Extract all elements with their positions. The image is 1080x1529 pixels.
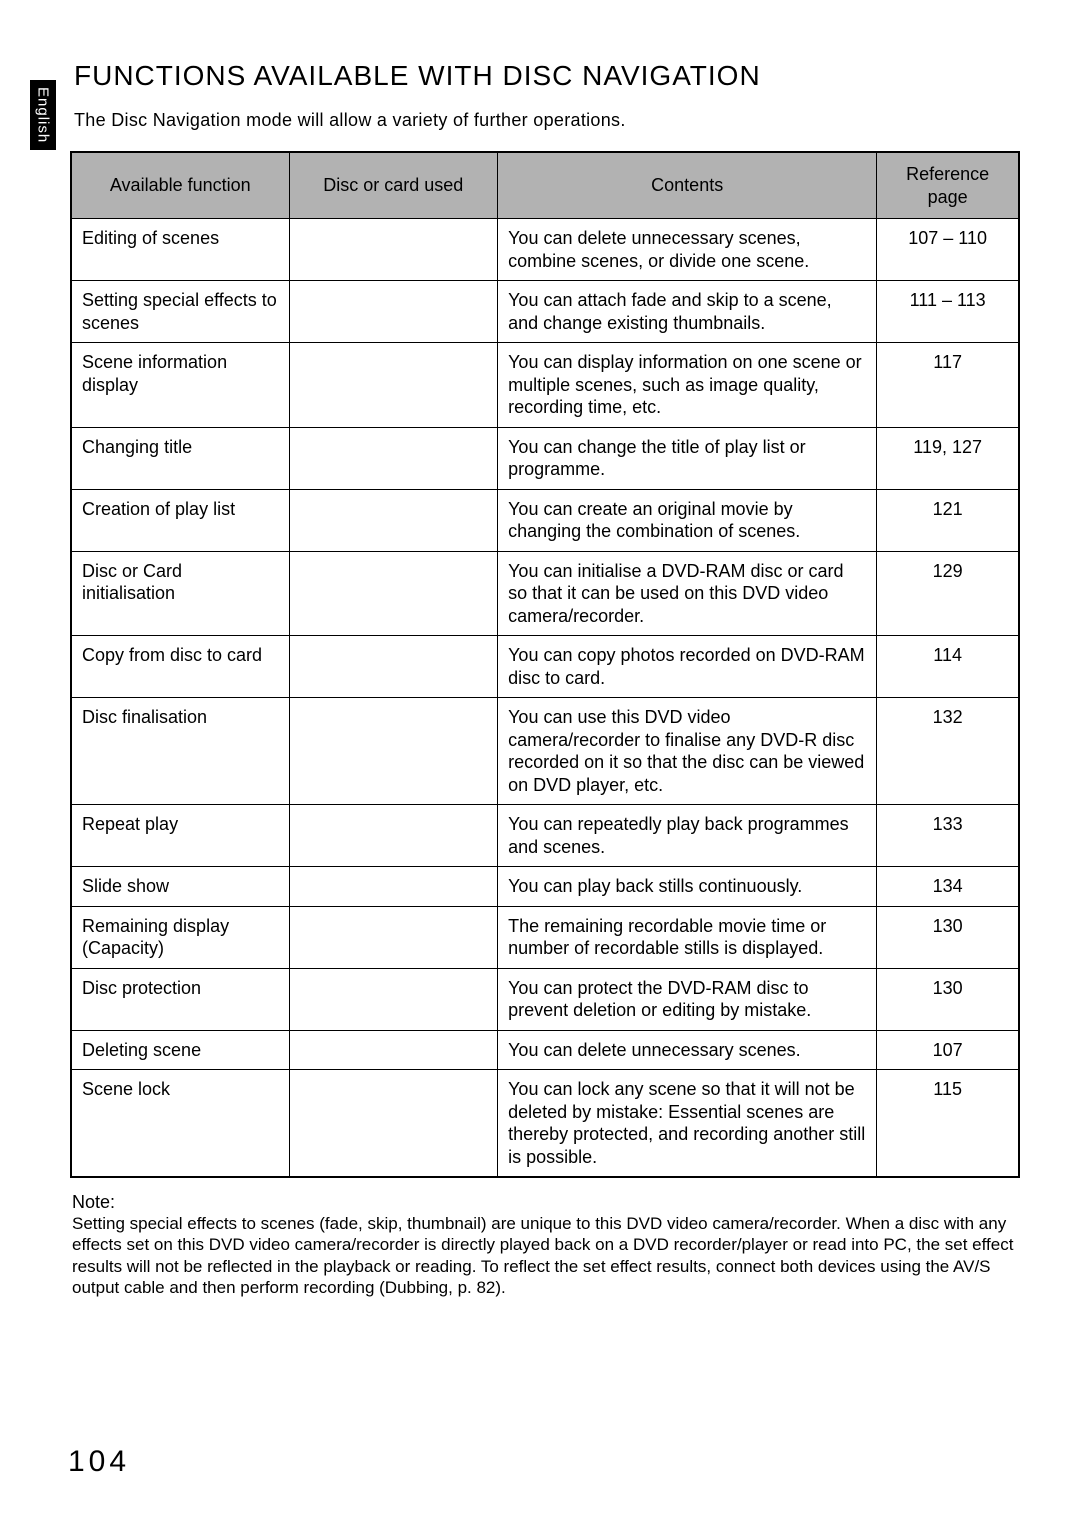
td-function: Disc protection bbox=[71, 968, 289, 1030]
td-contents: You can repeatedly play back programmes … bbox=[498, 805, 877, 867]
td-contents: You can create an original movie by chan… bbox=[498, 489, 877, 551]
td-media bbox=[289, 489, 498, 551]
td-contents: You can lock any scene so that it will n… bbox=[498, 1070, 877, 1178]
table-row: Disc protection You can protect the DVD-R… bbox=[71, 968, 1019, 1030]
td-reference: 133 bbox=[877, 805, 1019, 867]
language-tab: English bbox=[30, 80, 56, 150]
td-reference: 129 bbox=[877, 551, 1019, 636]
td-contents: You can display information on one scene… bbox=[498, 343, 877, 428]
td-contents: You can use this DVD video camera/record… bbox=[498, 698, 877, 805]
td-media bbox=[289, 427, 498, 489]
td-contents: You can copy photos recorded on DVD-RAM … bbox=[498, 636, 877, 698]
td-media bbox=[289, 906, 498, 968]
table-row: Slide show You can play back stills conti… bbox=[71, 867, 1019, 907]
th-function: Available function bbox=[71, 152, 289, 219]
table-row: Setting special effects to scenes You can… bbox=[71, 281, 1019, 343]
td-reference: 107 – 110 bbox=[877, 219, 1019, 281]
td-media bbox=[289, 219, 498, 281]
td-contents: You can attach fade and skip to a scene,… bbox=[498, 281, 877, 343]
td-media bbox=[289, 968, 498, 1030]
td-function: Changing title bbox=[71, 427, 289, 489]
table-row: Remaining display (Capacity) The remainin… bbox=[71, 906, 1019, 968]
td-media bbox=[289, 698, 498, 805]
td-reference: 132 bbox=[877, 698, 1019, 805]
td-function: Repeat play bbox=[71, 805, 289, 867]
td-contents: The remaining recordable movie time or n… bbox=[498, 906, 877, 968]
td-media bbox=[289, 636, 498, 698]
td-reference: 115 bbox=[877, 1070, 1019, 1178]
td-reference: 130 bbox=[877, 906, 1019, 968]
table-row: Scene lock You can lock any scene so that… bbox=[71, 1070, 1019, 1178]
page-content: FUNCTIONS AVAILABLE WITH DISC NAVIGATION… bbox=[0, 0, 1080, 1338]
td-reference: 121 bbox=[877, 489, 1019, 551]
td-contents: You can protect the DVD-RAM disc to prev… bbox=[498, 968, 877, 1030]
table-row: Repeat play You can repeatedly play back … bbox=[71, 805, 1019, 867]
td-contents: You can delete unnecessary scenes, combi… bbox=[498, 219, 877, 281]
td-function: Slide show bbox=[71, 867, 289, 907]
table-row: Creation of play list You can create an o… bbox=[71, 489, 1019, 551]
td-function: Disc finalisation bbox=[71, 698, 289, 805]
td-function: Remaining display (Capacity) bbox=[71, 906, 289, 968]
td-function: Scene lock bbox=[71, 1070, 289, 1178]
page-title: FUNCTIONS AVAILABLE WITH DISC NAVIGATION bbox=[74, 60, 1020, 92]
table-row: Copy from disc to card You can copy photo… bbox=[71, 636, 1019, 698]
table-row: Deleting scene You can delete unnecessary… bbox=[71, 1030, 1019, 1070]
th-reference: Reference page bbox=[877, 152, 1019, 219]
td-contents: You can change the title of play list or… bbox=[498, 427, 877, 489]
td-media bbox=[289, 1030, 498, 1070]
td-reference: 114 bbox=[877, 636, 1019, 698]
language-tab-label: English bbox=[35, 87, 52, 143]
td-contents: You can play back stills continuously. bbox=[498, 867, 877, 907]
td-reference: 117 bbox=[877, 343, 1019, 428]
note-heading: Note: bbox=[72, 1192, 1020, 1213]
td-function: Copy from disc to card bbox=[71, 636, 289, 698]
td-reference: 130 bbox=[877, 968, 1019, 1030]
page-number: 104 bbox=[68, 1445, 130, 1479]
td-reference: 107 bbox=[877, 1030, 1019, 1070]
td-reference: 111 – 113 bbox=[877, 281, 1019, 343]
td-reference: 134 bbox=[877, 867, 1019, 907]
td-media bbox=[289, 343, 498, 428]
td-media bbox=[289, 805, 498, 867]
table-row: Disc or Card initialisation You can initi… bbox=[71, 551, 1019, 636]
td-function: Scene information display bbox=[71, 343, 289, 428]
table-row: Disc finalisation You can use this DVD vi… bbox=[71, 698, 1019, 805]
table-header-row: Available function Disc or card used Con… bbox=[71, 152, 1019, 219]
td-media bbox=[289, 1070, 498, 1178]
table-row: Changing title You can change the title o… bbox=[71, 427, 1019, 489]
td-function: Disc or Card initialisation bbox=[71, 551, 289, 636]
td-media bbox=[289, 281, 498, 343]
td-media bbox=[289, 551, 498, 636]
td-media bbox=[289, 867, 498, 907]
td-function: Editing of scenes bbox=[71, 219, 289, 281]
td-function: Setting special effects to scenes bbox=[71, 281, 289, 343]
th-contents: Contents bbox=[498, 152, 877, 219]
td-function: Creation of play list bbox=[71, 489, 289, 551]
intro-text: The Disc Navigation mode will allow a va… bbox=[74, 110, 1020, 131]
th-media: Disc or card used bbox=[289, 152, 498, 219]
td-function: Deleting scene bbox=[71, 1030, 289, 1070]
table-row: Editing of scenes You can delete unnecess… bbox=[71, 219, 1019, 281]
td-reference: 119, 127 bbox=[877, 427, 1019, 489]
td-contents: You can initialise a DVD-RAM disc or car… bbox=[498, 551, 877, 636]
table-row: Scene information display You can display… bbox=[71, 343, 1019, 428]
note-text: Setting special effects to scenes (fade,… bbox=[72, 1213, 1020, 1298]
functions-table: Available function Disc or card used Con… bbox=[70, 151, 1020, 1178]
td-contents: You can delete unnecessary scenes. bbox=[498, 1030, 877, 1070]
